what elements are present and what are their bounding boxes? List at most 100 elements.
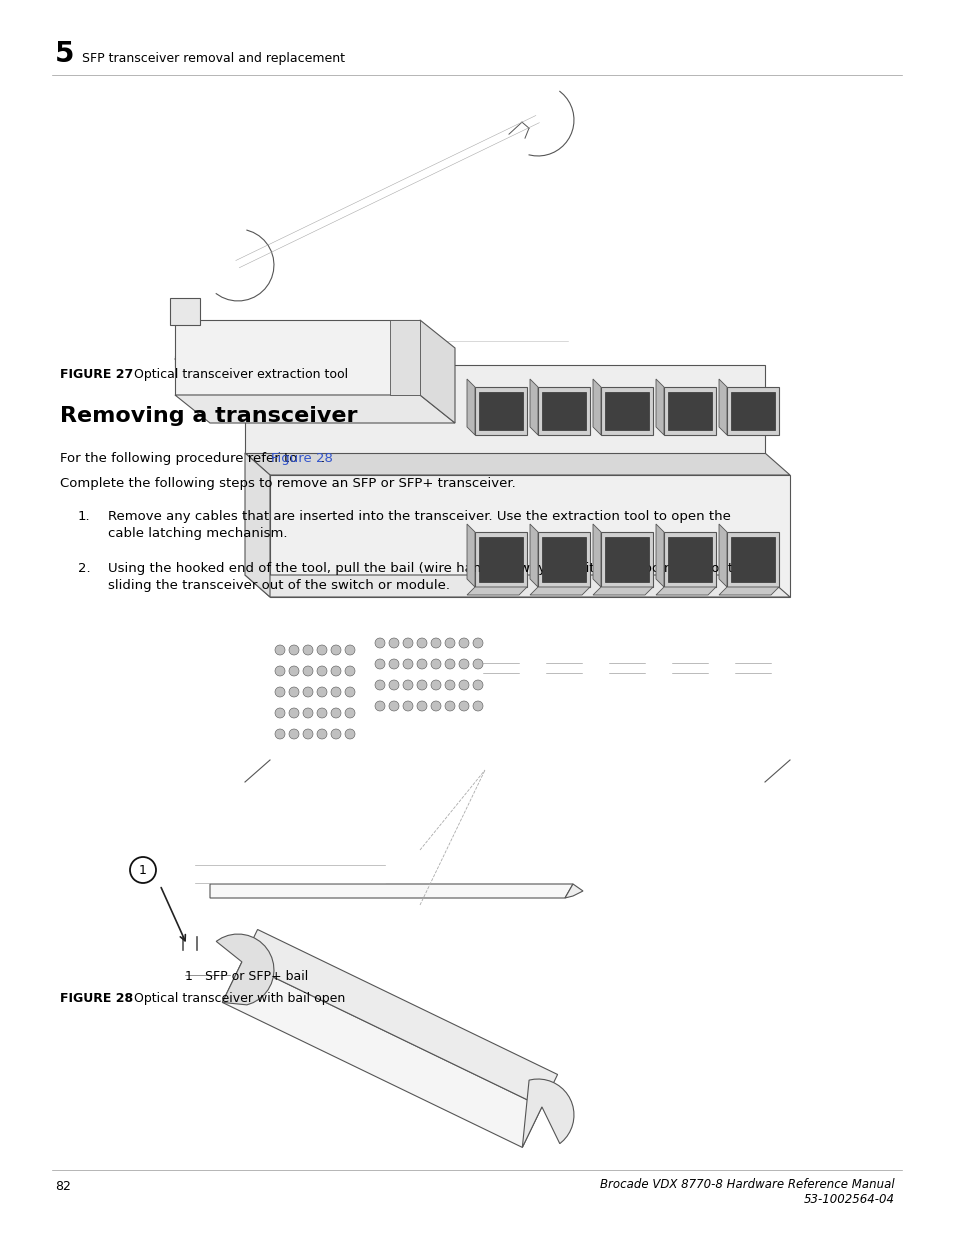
Polygon shape [270,475,789,597]
Circle shape [316,687,327,697]
Circle shape [473,659,482,669]
Polygon shape [467,379,475,435]
Circle shape [303,708,313,718]
Circle shape [345,708,355,718]
Text: 53-1002564-04: 53-1002564-04 [803,1193,894,1207]
Polygon shape [604,391,648,430]
Text: 1: 1 [185,969,193,983]
Circle shape [431,680,440,690]
Circle shape [389,680,398,690]
Polygon shape [245,366,764,453]
Circle shape [345,666,355,676]
Polygon shape [245,453,270,597]
Circle shape [274,645,285,655]
Circle shape [303,666,313,676]
Circle shape [303,729,313,739]
Polygon shape [593,379,600,435]
Polygon shape [719,379,726,435]
Text: For the following procedure refer to: For the following procedure refer to [60,452,301,466]
Polygon shape [726,387,779,435]
Circle shape [402,638,413,648]
Circle shape [416,680,427,690]
Polygon shape [530,587,589,595]
Text: Using the hooked end of the tool, pull the bail (wire handle) away from its pivo: Using the hooked end of the tool, pull t… [108,562,737,576]
Polygon shape [663,532,716,587]
Text: Figure 28: Figure 28 [271,452,333,466]
Circle shape [473,701,482,711]
Circle shape [331,729,340,739]
Circle shape [130,857,156,883]
Polygon shape [419,320,455,424]
Circle shape [289,666,298,676]
Polygon shape [467,524,475,587]
Polygon shape [174,395,455,424]
Circle shape [316,645,327,655]
Polygon shape [726,532,779,587]
Polygon shape [719,587,779,595]
Polygon shape [475,532,526,587]
Circle shape [375,680,385,690]
Polygon shape [478,537,522,582]
Polygon shape [210,884,573,898]
Text: sliding the transceiver out of the switch or module.: sliding the transceiver out of the switc… [108,579,450,592]
Polygon shape [600,532,652,587]
Circle shape [316,708,327,718]
Circle shape [331,687,340,697]
Circle shape [473,638,482,648]
Text: SFP transceiver removal and replacement: SFP transceiver removal and replacement [82,52,345,65]
Circle shape [431,701,440,711]
Text: SFP or SFP+ bail: SFP or SFP+ bail [205,969,308,983]
Circle shape [458,638,469,648]
Polygon shape [656,379,663,435]
Polygon shape [475,387,526,435]
Circle shape [431,638,440,648]
Circle shape [345,645,355,655]
Circle shape [331,666,340,676]
Text: Brocade VDX 8770-8 Hardware Reference Manual: Brocade VDX 8770-8 Hardware Reference Ma… [599,1178,894,1191]
Circle shape [375,701,385,711]
Polygon shape [656,587,716,595]
Circle shape [444,701,455,711]
Polygon shape [537,532,589,587]
Text: 1.: 1. [78,510,91,522]
Polygon shape [174,320,419,395]
Circle shape [431,659,440,669]
Text: 82: 82 [55,1179,71,1193]
Circle shape [458,701,469,711]
Text: 5: 5 [55,40,74,68]
Polygon shape [593,524,600,587]
Circle shape [416,659,427,669]
Polygon shape [245,576,789,597]
Circle shape [444,659,455,669]
Polygon shape [170,298,200,325]
Polygon shape [719,524,726,587]
Circle shape [375,659,385,669]
Polygon shape [222,962,541,1147]
Circle shape [375,638,385,648]
Polygon shape [667,537,711,582]
Polygon shape [390,320,419,395]
Polygon shape [600,387,652,435]
Circle shape [316,729,327,739]
Circle shape [402,701,413,711]
Circle shape [303,645,313,655]
Polygon shape [564,884,582,898]
Polygon shape [730,391,774,430]
Text: cable latching mechanism.: cable latching mechanism. [108,527,287,540]
Polygon shape [593,587,652,595]
Polygon shape [730,537,774,582]
Circle shape [289,645,298,655]
Circle shape [331,645,340,655]
Text: FIGURE 27: FIGURE 27 [60,368,133,382]
Circle shape [345,687,355,697]
Circle shape [444,638,455,648]
Text: Complete the following steps to remove an SFP or SFP+ transceiver.: Complete the following steps to remove a… [60,477,516,490]
Text: 1: 1 [139,863,147,877]
Circle shape [289,708,298,718]
Circle shape [274,666,285,676]
Polygon shape [541,537,585,582]
Circle shape [331,708,340,718]
Polygon shape [604,537,648,582]
Text: Optical transceiver with bail open: Optical transceiver with bail open [133,992,345,1005]
Polygon shape [522,1079,574,1147]
